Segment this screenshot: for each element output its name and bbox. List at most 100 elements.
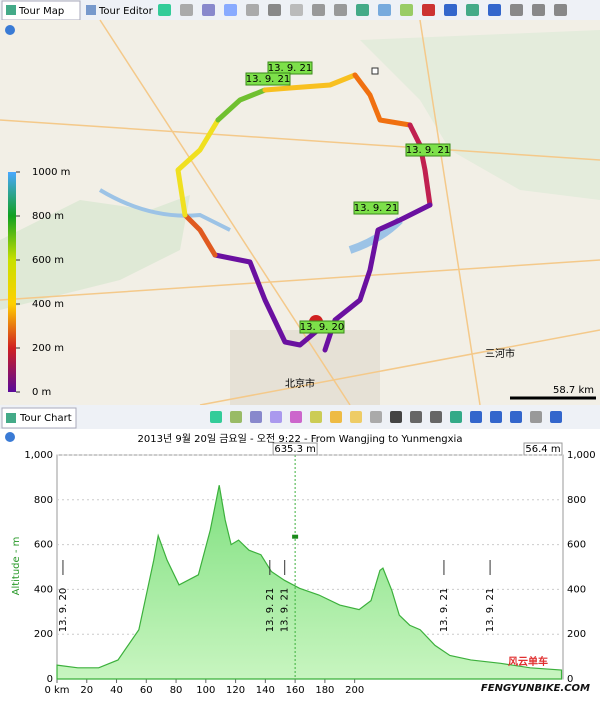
toolbar-button[interactable] — [224, 4, 237, 16]
cursor-label: 635.3 m — [274, 444, 316, 455]
map-marker[interactable] — [405, 143, 451, 157]
icon — [86, 5, 96, 15]
terrain — [0, 195, 190, 310]
toolbar-button[interactable] — [312, 4, 325, 16]
place-label: 三河市 — [485, 347, 515, 360]
x-tick-label: 40 — [110, 685, 123, 696]
map-marker[interactable] — [299, 320, 345, 334]
map-marker-label: 13. 9. 21 — [354, 203, 399, 214]
toolbar-button[interactable] — [356, 4, 369, 16]
toolbar-button[interactable] — [290, 411, 302, 423]
toolbar-button[interactable] — [450, 411, 462, 423]
y-tick-label: 400 — [34, 584, 53, 595]
toolbar-button[interactable] — [202, 4, 215, 16]
info-icon — [5, 25, 15, 35]
tab-label[interactable]: Tour Chart — [19, 413, 72, 424]
tab-label[interactable]: Tour Editor — [98, 6, 154, 17]
toolbar-button[interactable] — [554, 4, 567, 16]
x-tick-label: 180 — [315, 685, 334, 696]
toolbar-button[interactable] — [250, 411, 262, 423]
toolbar-button[interactable] — [268, 4, 281, 16]
x-tick-label: 160 — [286, 685, 305, 696]
legend-label: 400 m — [32, 299, 64, 310]
marker-label: 13. 9. 21 — [485, 588, 496, 633]
route-segment — [262, 72, 358, 93]
toolbar-button[interactable] — [532, 4, 545, 16]
y-tick-label: 600 — [34, 540, 53, 551]
toolbar-button[interactable] — [180, 4, 193, 16]
toolbar-button[interactable] — [444, 4, 457, 16]
toolbar-button[interactable] — [310, 411, 322, 423]
toolbar-button[interactable] — [430, 411, 442, 423]
x-tick-label: 200 — [345, 685, 364, 696]
y-axis-label: Altitude - m — [11, 537, 22, 596]
toolbar-button[interactable] — [510, 4, 523, 16]
toolbar-button[interactable] — [230, 411, 242, 423]
water — [98, 188, 231, 232]
altitude-area — [56, 485, 563, 680]
map-marker[interactable] — [353, 201, 399, 215]
info-icon — [5, 432, 15, 442]
toolbar-button[interactable] — [210, 411, 222, 423]
marker-label: 13. 9. 21 — [265, 588, 276, 633]
cursor-box — [272, 442, 318, 456]
route-segment — [407, 122, 433, 208]
road — [0, 19, 600, 406]
toolbar-button[interactable] — [422, 4, 435, 16]
y-tick-label: 0 — [47, 674, 53, 685]
route-segment — [352, 72, 413, 128]
legend-label: 800 m — [32, 211, 64, 222]
place-label: 北京市 — [285, 377, 315, 390]
toolbar-button[interactable] — [370, 411, 382, 423]
x-tick-label: 140 — [256, 685, 275, 696]
tab-label[interactable]: Tour Map — [18, 6, 64, 17]
tab[interactable] — [1, 407, 77, 429]
x-tick-label: 20 — [80, 685, 93, 696]
route-segment — [175, 117, 221, 218]
toolbar-button[interactable] — [378, 4, 391, 16]
watermark-cn: 风云单车 — [508, 655, 548, 668]
route-segment — [322, 202, 433, 353]
legend-label: 600 m — [32, 255, 64, 266]
y2-tick-label: 800 — [567, 495, 586, 506]
route — [175, 72, 433, 353]
y2-tick-label: 0 — [567, 674, 573, 685]
toolbar-button[interactable] — [350, 411, 362, 423]
toolbar-button[interactable] — [270, 411, 282, 423]
map-marker-pin — [371, 67, 379, 75]
route-segment — [182, 212, 218, 258]
watermark-en: FENGYUNBIKE.COM — [481, 683, 590, 694]
map-marker-label: 13. 9. 21 — [246, 74, 291, 85]
toolbar-button[interactable] — [334, 4, 347, 16]
watermark: 风云单车 FENGYUNBIKE.COM — [481, 655, 590, 694]
toolbar-button[interactable] — [400, 4, 413, 16]
terrain — [360, 30, 600, 200]
toolbar-button[interactable] — [246, 4, 259, 16]
toolbar-button[interactable] — [530, 411, 542, 423]
toolbar-button[interactable] — [488, 4, 501, 16]
y-tick-label: 1,000 — [24, 450, 53, 461]
altitude-chart: 0 0 200 200 400 400 600 600 800 800 1,000 1,000 0 km… — [24, 442, 596, 696]
scale-label: 58.7 km — [553, 385, 594, 396]
route-segment — [215, 87, 268, 123]
toolbar-button[interactable] — [330, 411, 342, 423]
toolbar-button[interactable] — [410, 411, 422, 423]
legend-bar — [8, 172, 16, 392]
x-tick-label: 120 — [226, 685, 245, 696]
route-segment — [212, 252, 321, 348]
marker-label: 13. 9. 21 — [439, 588, 450, 633]
legend-label: 0 m — [32, 387, 51, 398]
toolbar-button[interactable] — [470, 411, 482, 423]
x-tick-label: 80 — [170, 685, 183, 696]
toolbar-button[interactable] — [510, 411, 522, 423]
toolbar-button[interactable] — [466, 4, 479, 16]
toolbar-button[interactable] — [390, 411, 402, 423]
map-marker-label: 13. 9. 20 — [300, 322, 345, 333]
toolbar-button[interactable] — [490, 411, 502, 423]
toolbar-button[interactable] — [158, 4, 171, 16]
toolbar-button[interactable] — [290, 4, 303, 16]
toolbar-button[interactable] — [550, 411, 562, 423]
map-marker[interactable] — [245, 72, 291, 86]
